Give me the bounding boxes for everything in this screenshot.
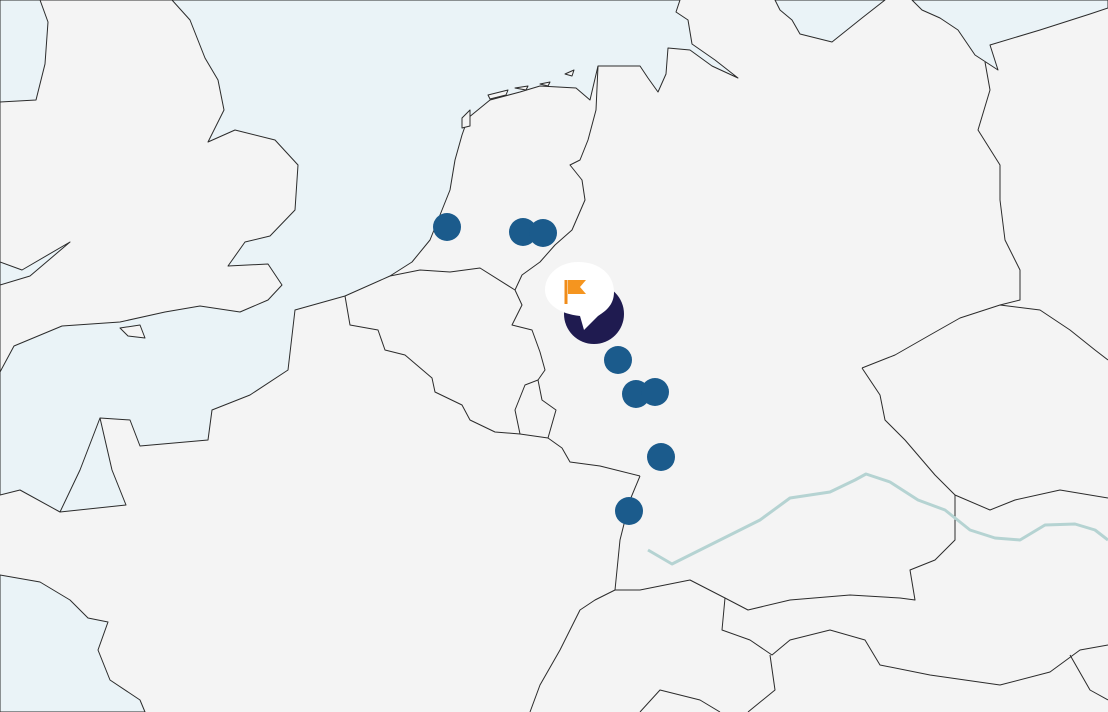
location-marker[interactable] — [529, 219, 557, 247]
border — [529, 589, 616, 712]
location-marker[interactable] — [433, 213, 461, 241]
border — [614, 475, 956, 611]
border — [861, 367, 956, 496]
island — [119, 324, 146, 339]
island — [461, 109, 471, 129]
border — [59, 417, 101, 513]
baltic-sea — [911, 0, 1108, 71]
location-marker[interactable] — [615, 497, 643, 525]
border — [1069, 654, 1108, 701]
border — [954, 489, 1108, 511]
flag-pin[interactable] — [545, 262, 614, 330]
island — [487, 89, 509, 100]
location-marker[interactable] — [604, 346, 632, 374]
border — [389, 267, 557, 439]
border — [721, 597, 1108, 686]
border — [639, 689, 721, 712]
border — [514, 379, 539, 435]
border — [977, 61, 1021, 306]
border — [514, 65, 599, 291]
border — [344, 295, 641, 477]
river — [647, 472, 1108, 566]
great-britain — [0, 0, 299, 373]
atlantic — [0, 574, 146, 712]
baltic-sea — [774, 0, 886, 43]
border — [747, 654, 776, 712]
island — [514, 85, 529, 91]
island — [564, 69, 575, 77]
location-marker[interactable] — [509, 218, 537, 246]
location-marker[interactable] — [647, 443, 675, 471]
island — [539, 81, 551, 87]
location-marker[interactable] — [641, 378, 669, 406]
